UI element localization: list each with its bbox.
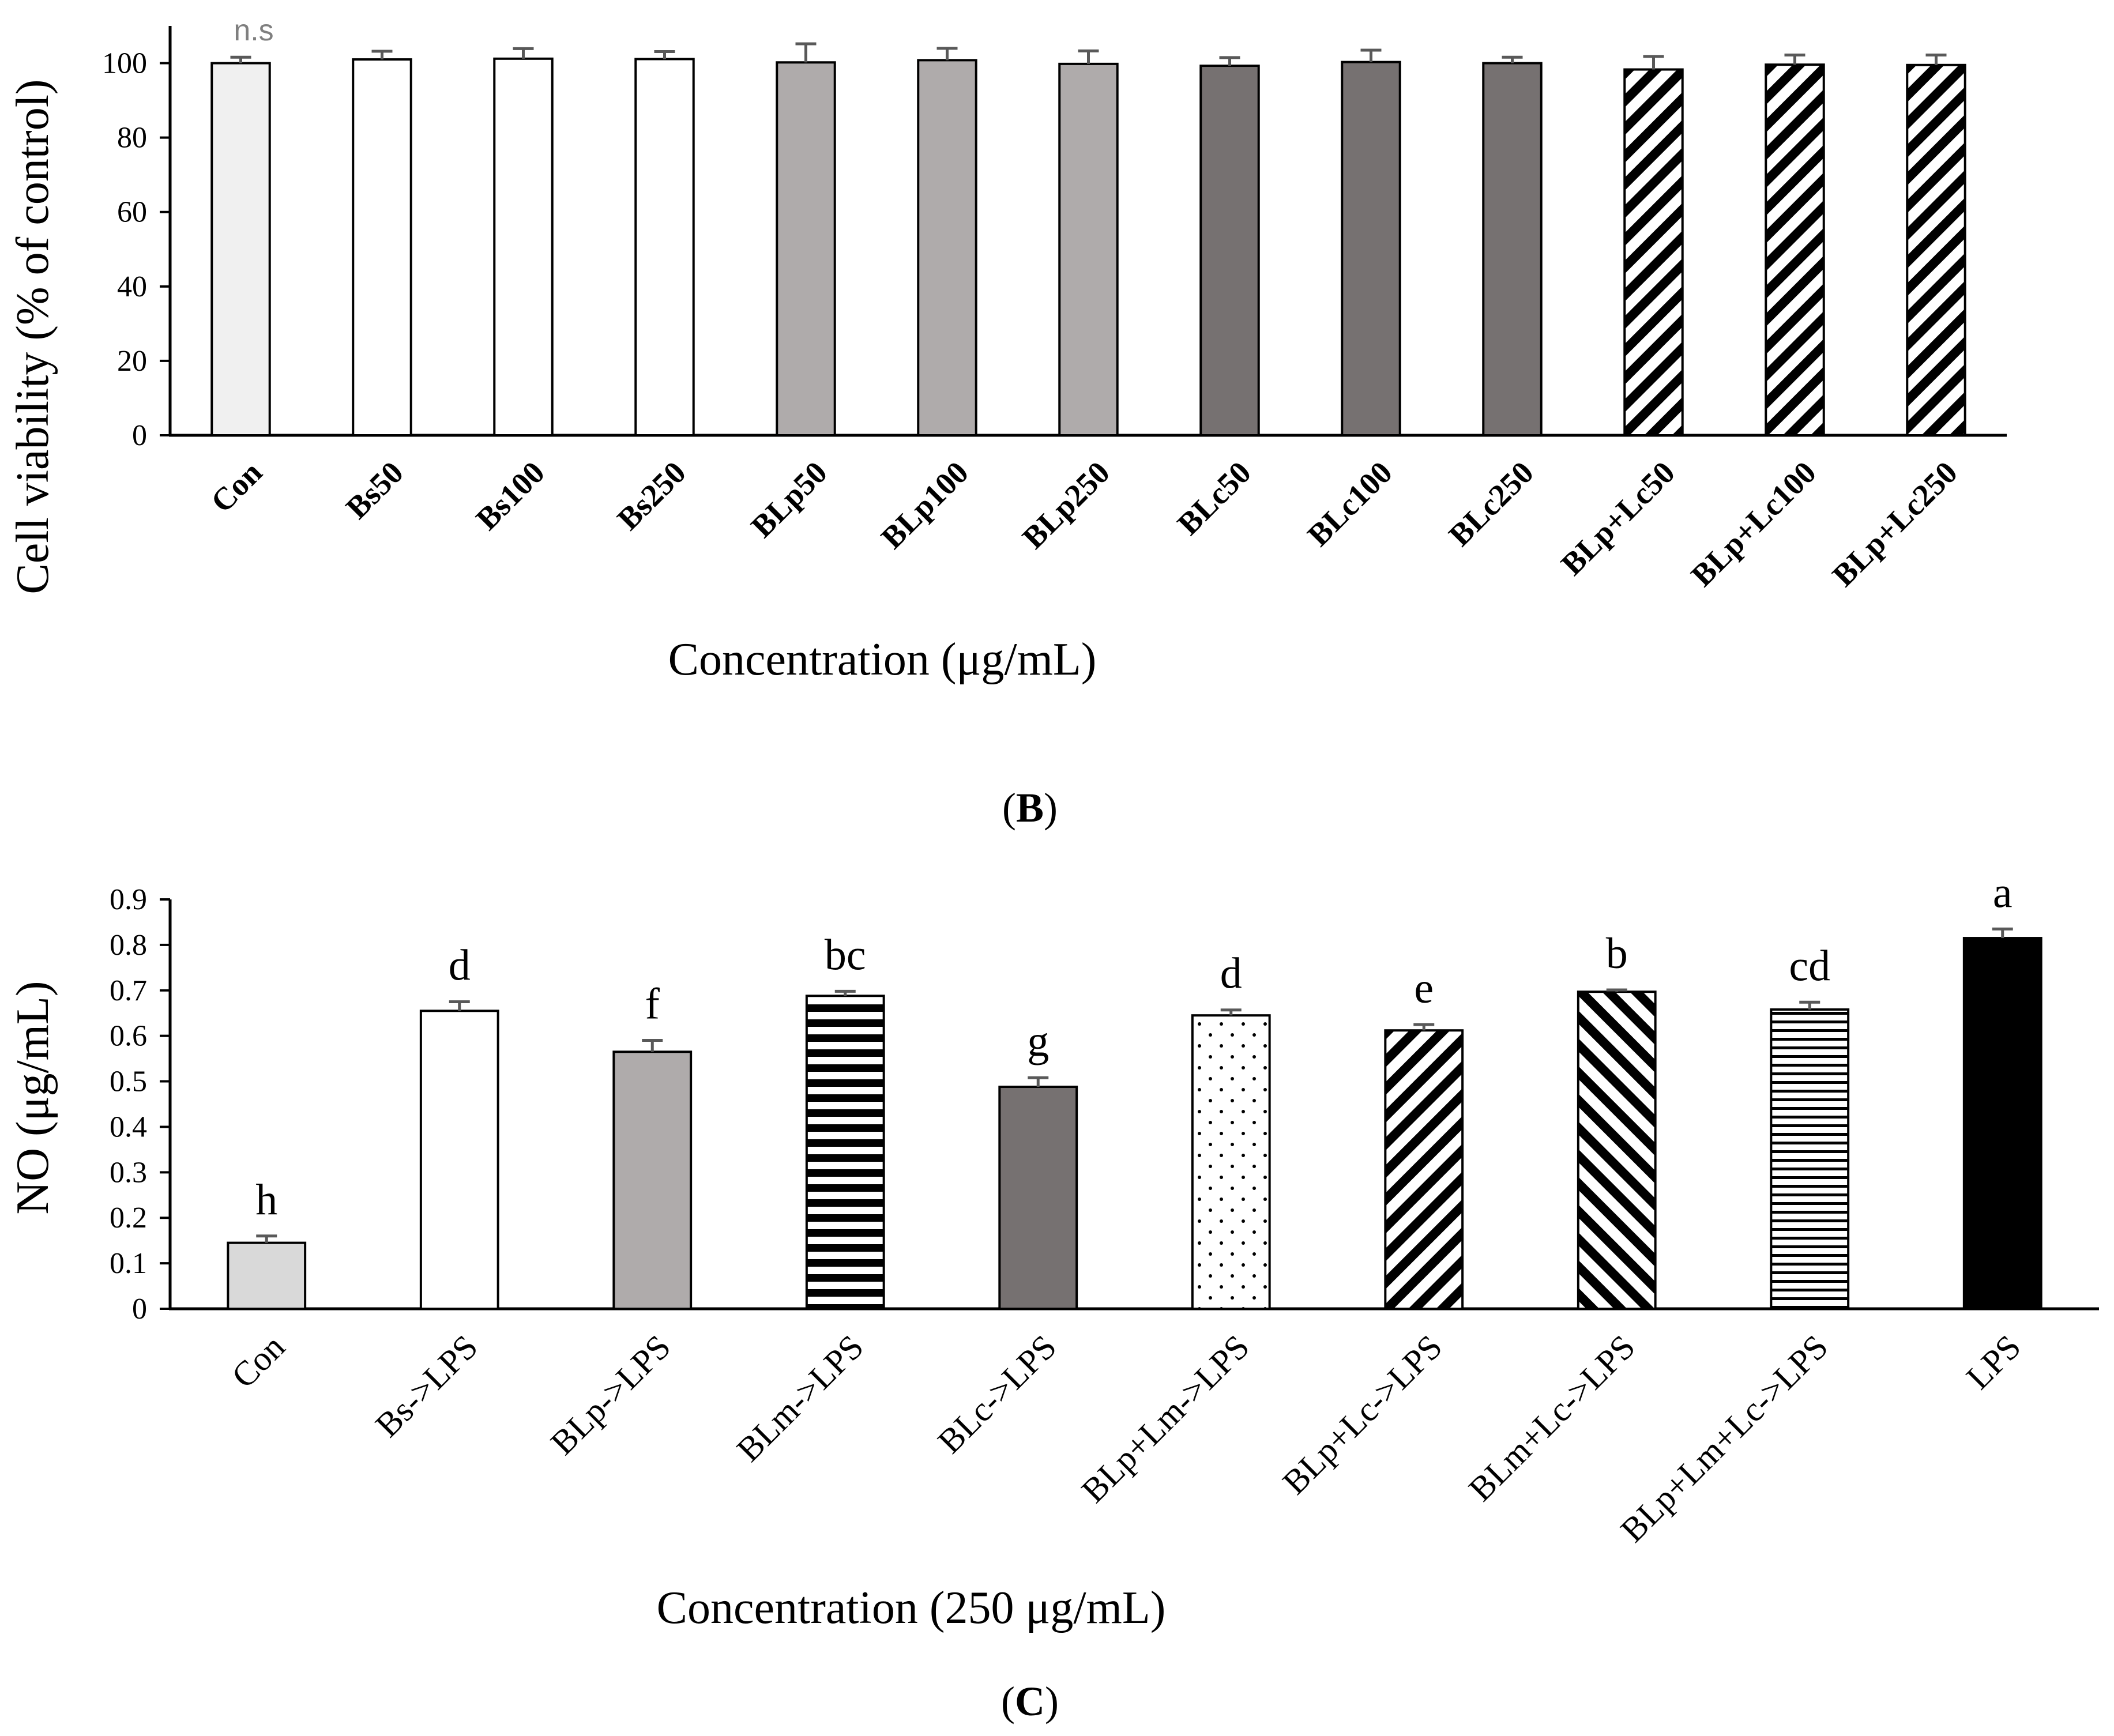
y-tick-label: 0.2: [110, 1202, 147, 1234]
x-tick-label: BLc250: [1442, 454, 1540, 553]
bar: [1906, 63, 1966, 437]
bar: [1770, 1008, 1850, 1310]
panel-c-caption: (C): [1001, 1678, 1059, 1724]
y-tick-label: 100: [102, 47, 147, 80]
bar: [634, 58, 695, 437]
x-tick-label: BLp+Lm+Lc->LPS: [1613, 1328, 1835, 1550]
y-tick-label: 0: [132, 419, 147, 452]
x-tick-label: BLc50: [1171, 454, 1258, 541]
bar: [352, 58, 412, 437]
cell-viability-chart: 0 20 40 60 80 100 Con Bs50 Bs100 Bs250 BLp50 BLp100…: [7, 14, 2007, 685]
y-tick-label: 0.1: [110, 1247, 147, 1280]
y-tick-label: 0.9: [110, 883, 147, 916]
chart-c-x-axis-title: Concentration (250 μg/mL): [657, 1583, 1166, 1633]
bar: [1962, 937, 2042, 1310]
x-tick-label: BLp100: [874, 454, 975, 555]
y-tick-label: 0.5: [110, 1065, 147, 1098]
chart-b-y-axis-title: Cell viability (% of control): [7, 79, 58, 594]
x-tick-label: BLp+Lc100: [1684, 454, 1823, 593]
x-tick-label: Bs50: [339, 454, 410, 525]
x-tick-label: Con: [224, 1328, 292, 1395]
significance-label: d: [449, 942, 471, 990]
bar: [1341, 61, 1401, 437]
x-tick-label: LPS: [1959, 1328, 2028, 1397]
bar: [1623, 68, 1684, 436]
bar: [227, 1241, 307, 1310]
x-tick-label: BLm+Lc->LPS: [1461, 1328, 1642, 1509]
x-tick-label: Bs100: [469, 454, 551, 537]
significance-label: a: [1993, 868, 2013, 917]
significance-label: cd: [1789, 942, 1830, 990]
panel-b-caption: (B): [1002, 785, 1058, 831]
no-production-chart: 0 0.1 0.2 0.3 0.4 0.5 0.6 0.7 0.8 0.9 h Con d Bs->LPS…: [7, 868, 2099, 1633]
x-tick-label: BLp+Lc->LPS: [1276, 1328, 1450, 1502]
panel-b-letter: B: [1016, 785, 1044, 831]
significance-label: f: [645, 980, 660, 1029]
significance-label: d: [1220, 950, 1242, 998]
x-tick-label: BLm->LPS: [729, 1328, 871, 1469]
bar: [612, 1050, 693, 1311]
y-tick-label: 0.7: [110, 974, 147, 1007]
x-tick-label: BLc->LPS: [931, 1328, 1064, 1461]
chart-c-y-axis-title: NO (μg/mL): [7, 981, 58, 1214]
bar: [805, 995, 885, 1310]
bar: [998, 1086, 1078, 1310]
y-tick-label: 0.6: [110, 1020, 147, 1053]
bar: [419, 1010, 499, 1311]
x-tick-label: Bs250: [610, 454, 693, 537]
chart-b-x-axis-title: Concentration (μg/mL): [668, 634, 1097, 685]
y-tick-label: 60: [117, 196, 147, 229]
bar: [1384, 1029, 1464, 1310]
bar: [917, 59, 977, 436]
y-tick-label: 0: [132, 1293, 147, 1325]
y-tick-label: 20: [117, 345, 147, 378]
x-tick-label: Con: [204, 454, 269, 519]
x-tick-label: BLc100: [1300, 454, 1399, 553]
panel-c-letter: C: [1015, 1678, 1045, 1724]
significance-label: h: [255, 1176, 277, 1224]
bar: [1191, 1014, 1271, 1310]
bar: [1482, 62, 1543, 436]
bar: [776, 61, 836, 437]
x-tick-label: BLp+Lc50: [1554, 454, 1682, 582]
x-tick-label: Bs->LPS: [368, 1328, 485, 1445]
x-tick-label: BLp50: [744, 454, 834, 544]
bar: [1058, 62, 1119, 436]
bar: [1199, 65, 1260, 436]
bar: [1577, 991, 1657, 1310]
y-tick-label: 0.4: [110, 1110, 147, 1143]
y-tick-label: 40: [117, 270, 147, 303]
significance-label: b: [1606, 929, 1628, 978]
y-tick-label: 80: [117, 122, 147, 155]
bar: [493, 57, 554, 437]
x-tick-label: BLp->LPS: [543, 1328, 678, 1462]
x-tick-label: BLp+Lc250: [1826, 454, 1964, 593]
significance-label: e: [1414, 964, 1434, 1012]
chart-b-annotation: n.s: [234, 14, 273, 47]
y-tick-label: 0.3: [110, 1156, 147, 1189]
bar: [1765, 63, 1825, 437]
x-tick-label: BLp+Lm->LPS: [1074, 1328, 1257, 1510]
bar: [210, 62, 271, 436]
y-tick-label: 0.8: [110, 929, 147, 962]
significance-label: g: [1027, 1017, 1049, 1065]
x-tick-label: BLp250: [1015, 454, 1116, 555]
significance-label: bc: [825, 931, 866, 979]
